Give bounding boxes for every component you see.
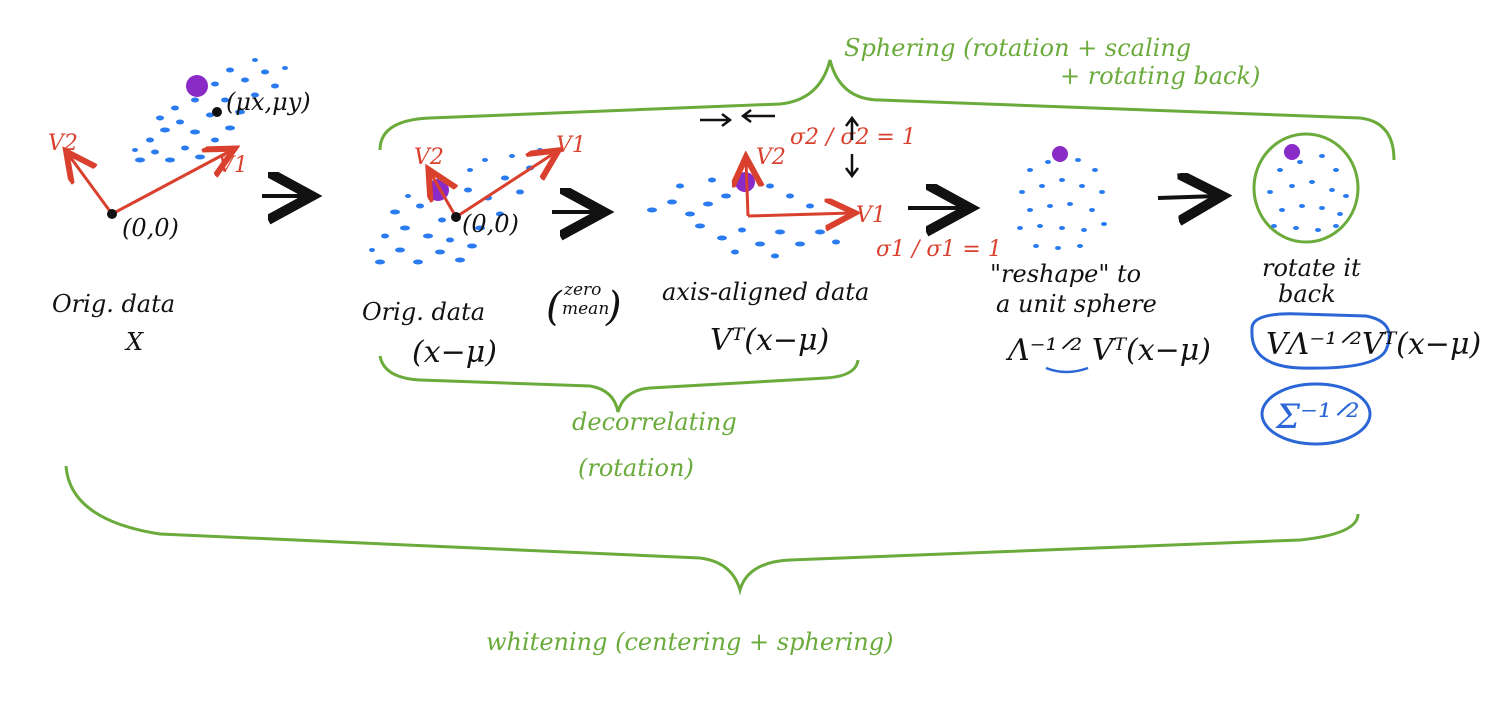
highlight-point [186,75,208,97]
v1-label: V1 [856,203,886,228]
v2-label: V2 [414,145,444,170]
caption-lambda-formula: Λ⁻¹ᐟ² Vᵀ(x−μ) [1005,333,1211,368]
panel-original-data: (μx,μy) V1 V2 (0,0) Orig. data X [48,58,311,356]
caption-zero: zero [563,280,601,300]
panel-zero-mean: V1 V2 (0,0) Orig. data zero mean ( ) (x−… [362,133,622,370]
caption-reshape: "reshape" to [990,260,1141,288]
vector-v1 [455,152,556,219]
vector-v2 [68,154,114,215]
sigma-circle [1260,382,1372,446]
caption-paren-right: ) [605,284,622,330]
sphering-label-2: + rotating back) [1060,62,1260,90]
caption-orig-data: Orig. data [362,298,485,326]
caption-rotate-it: rotate it [1262,254,1361,282]
v2-label: V2 [48,131,78,156]
caption-axis-aligned: axis-aligned data [662,278,869,306]
highlight-point [1284,144,1300,160]
panel-axis-aligned: V1 V2 σ2 / σ2 = 1 σ1 / σ1 = 1 axis-align… [647,109,1002,358]
sphere-outline [1252,132,1360,244]
vector-v2 [430,172,456,218]
origin-point [451,212,461,222]
mean-label: (μx,μy) [226,88,311,116]
vector-v1 [111,150,232,216]
vector-v2 [746,160,748,217]
whitening-label: whitening (centering + sphering) [486,628,893,656]
point-cloud-4 [1017,158,1107,250]
panel-rotate-back: rotate it back VΛ⁻¹ᐟ²Vᵀ(x−μ) Σ⁻¹ᐟ² [1250,132,1481,446]
origin-label: (0,0) [462,210,519,238]
mean-point [212,107,222,117]
point-cloud-2 [369,148,543,265]
v1-label: V1 [556,133,586,158]
arrows-squeeze-vertical [845,115,859,179]
arrows-squeeze-horizontal [700,109,775,127]
panel-unit-sphere: "reshape" to a unit sphere Λ⁻¹ᐟ² Vᵀ(x−μ) [990,146,1211,374]
caption-vt-x-minus-mu: Vᵀ(x−μ) [710,323,829,358]
origin-label: (0,0) [122,214,179,242]
caption-mean: mean [562,299,609,319]
brace-whitening: whitening (centering + sphering) [64,465,1360,656]
point-cloud-3 [647,177,840,259]
v1-label: V1 [218,153,248,178]
point-cloud-1 [132,58,288,163]
highlight-point [1052,146,1068,162]
caption-paren-left: ( [546,284,563,330]
decorrelating-label: decorrelating [572,408,737,436]
rotation-label: (rotation) [578,454,694,482]
brace-sphering: Sphering (rotation + scaling + rotating … [378,34,1396,161]
sigma1-ratio: σ1 / σ1 = 1 [876,237,1002,262]
caption-back: back [1278,280,1336,308]
sphering-label: Sphering (rotation + scaling [844,34,1191,62]
brace-decorrelating: decorrelating (rotation) [378,355,860,482]
caption-x: X [124,328,144,356]
formula-rotate-back: VΛ⁻¹ᐟ²Vᵀ(x−μ) [1266,327,1481,362]
vector-v1 [747,213,852,216]
formula-circle [1250,312,1391,370]
highlight-point [735,172,755,192]
caption-x-minus-mu: (x−μ) [412,335,497,370]
origin-point [107,209,117,219]
sigma-formula: Σ⁻¹ᐟ² [1274,397,1360,437]
arrow-4 [1157,196,1218,198]
caption-orig-data: Orig. data [52,290,175,318]
v2-label: V2 [756,145,786,170]
point-cloud-5 [1267,154,1349,232]
caption-unit-sphere: a unit sphere [996,290,1157,318]
underline-scribble [1045,366,1089,374]
